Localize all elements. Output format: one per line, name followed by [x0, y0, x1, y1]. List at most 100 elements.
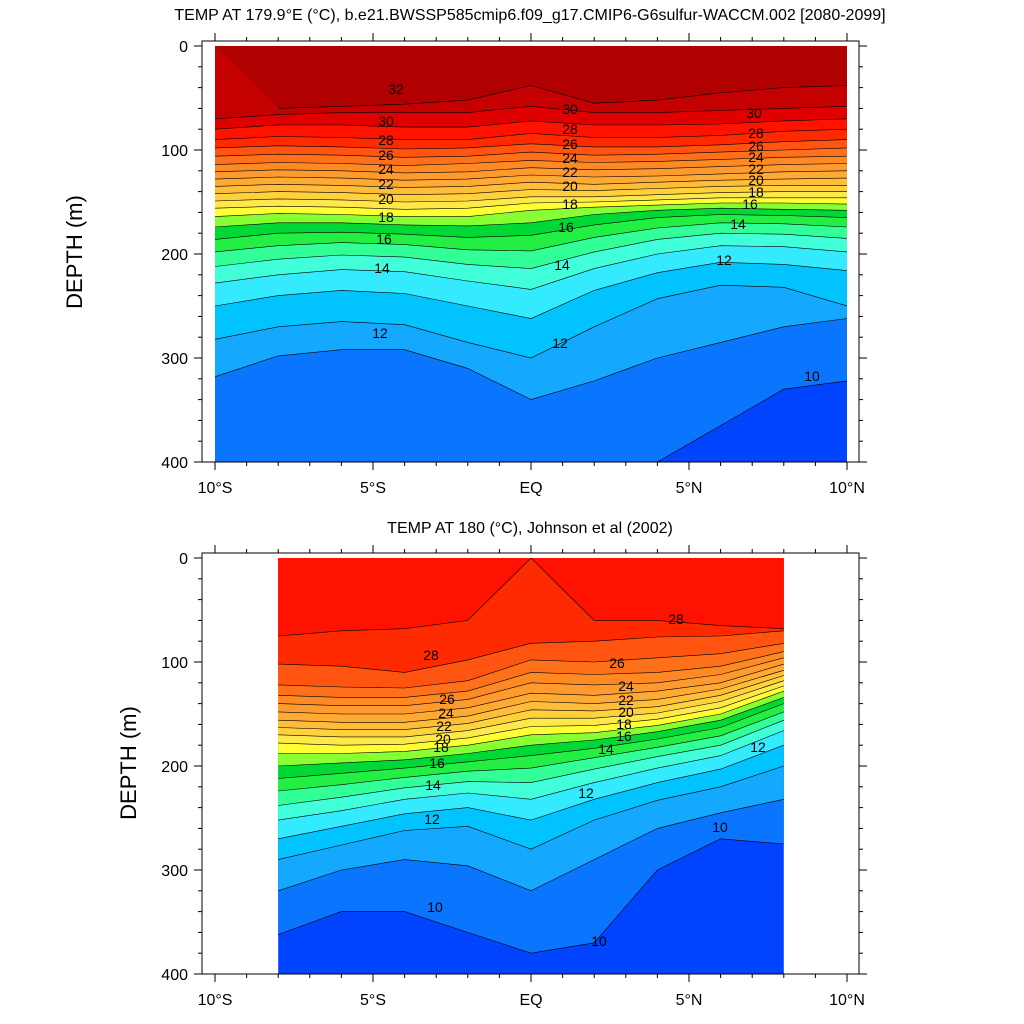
- isotherm-17: [215, 214, 847, 240]
- contour-label-26: 26: [439, 691, 455, 707]
- y-tick-label: 200: [161, 247, 188, 264]
- isotherm-10: [657, 380, 847, 462]
- isotherm-24: [215, 170, 847, 181]
- isotherm-28: [215, 139, 847, 150]
- contour-lines: [215, 85, 847, 462]
- x-tick-label: 5°S: [360, 992, 386, 1009]
- contour-label-24: 24: [378, 161, 394, 177]
- contour-label-26: 26: [609, 655, 625, 671]
- contour-label-16: 16: [616, 728, 632, 744]
- isotherm-11: [278, 799, 784, 892]
- contour-label-10: 10: [712, 819, 728, 835]
- contour-label-22: 22: [562, 164, 578, 180]
- contour-label-12: 12: [716, 252, 732, 268]
- x-tick-label: 10°S: [198, 992, 233, 1009]
- panel-observed: TEMP AT 180 (°C), Johnson et al (2002) 2…: [116, 520, 867, 1009]
- isotherm-31: [215, 105, 847, 120]
- contour-label-22: 22: [748, 161, 764, 177]
- contour-label-18: 18: [748, 184, 764, 200]
- isotherm-14: [215, 245, 847, 290]
- contour-label-16: 16: [558, 219, 574, 235]
- contour-label-28: 28: [748, 125, 764, 141]
- isotherm-27: [215, 147, 847, 158]
- contour-label-22: 22: [378, 176, 394, 192]
- panel-model: TEMP AT 179.9°E (°C), b.e21.BWSSP585cmip…: [62, 7, 886, 497]
- contour-label-10: 10: [427, 899, 443, 915]
- contour-lines: [278, 558, 784, 954]
- contour-label-26: 26: [748, 138, 764, 154]
- x-tick-label: 5°N: [676, 480, 703, 497]
- contour-fills: [278, 558, 784, 974]
- contour-label-32: 32: [388, 81, 404, 97]
- contour-label-10: 10: [804, 368, 820, 384]
- contour-label-28: 28: [668, 611, 684, 627]
- contour-label-14: 14: [425, 777, 441, 793]
- contour-label-18: 18: [616, 716, 632, 732]
- isotherm-26: [215, 155, 847, 166]
- contour-label-26: 26: [562, 136, 578, 152]
- isotherm-21: [215, 191, 847, 203]
- y-tick-label: 200: [161, 759, 188, 776]
- isotherm-13: [278, 744, 784, 840]
- contour-fills: [215, 46, 847, 462]
- isotherm-17: [278, 703, 784, 779]
- y-tick-label: 400: [161, 967, 188, 984]
- isotherm-18: [215, 207, 847, 228]
- contour-label-12: 12: [372, 325, 388, 341]
- y-axis-label: DEPTH (m): [116, 706, 141, 820]
- contour-label-14: 14: [554, 257, 570, 273]
- chart-title: TEMP AT 180 (°C), Johnson et al (2002): [387, 520, 673, 537]
- isotherm-25: [278, 657, 784, 706]
- y-tick-label: 300: [161, 351, 188, 368]
- contour-label-20: 20: [378, 191, 394, 207]
- contour-label-18: 18: [433, 739, 449, 755]
- isotherm-29: [215, 128, 847, 140]
- y-tick-label: 100: [161, 655, 188, 672]
- x-tick-label: 10°S: [198, 480, 233, 497]
- contour-label-30: 30: [746, 105, 762, 121]
- isotherm-15: [215, 232, 847, 269]
- isotherm-15: [278, 719, 784, 806]
- isotherm-24: [278, 663, 784, 715]
- isotherm-20: [215, 197, 847, 210]
- contour-label-24: 24: [562, 150, 578, 166]
- x-tick-label: 5°S: [360, 480, 386, 497]
- y-tick-label: 400: [161, 455, 188, 472]
- y-axis-label: DEPTH (m): [62, 195, 87, 309]
- isotherm-23: [278, 670, 784, 723]
- isotherm-13: [215, 261, 847, 319]
- isotherm-16: [215, 222, 847, 253]
- y-tick-label: 0: [179, 39, 188, 56]
- contour-label-20: 20: [435, 731, 451, 747]
- contour-label-30: 30: [378, 113, 394, 129]
- contour-label-10: 10: [591, 933, 607, 949]
- isotherm-26: [278, 651, 784, 698]
- x-tick-label: EQ: [519, 992, 542, 1009]
- contour-label-24: 24: [748, 149, 764, 165]
- isotherm-10: [278, 838, 784, 954]
- isotherm-32: [278, 85, 847, 109]
- contour-label-16: 16: [376, 231, 392, 247]
- isotherm-28: [278, 630, 784, 673]
- contour-label-12: 12: [424, 811, 440, 827]
- y-tick-label: 300: [161, 863, 188, 880]
- isotherm-23: [215, 177, 847, 188]
- isotherm-22: [278, 675, 784, 730]
- isotherm-29: [278, 558, 784, 637]
- isotherm-12: [215, 284, 847, 359]
- isotherm-21: [278, 680, 784, 738]
- contour-label-24: 24: [618, 678, 634, 694]
- y-tick-label: 100: [161, 143, 188, 160]
- isotherm-16: [278, 711, 784, 792]
- contour-label-12: 12: [552, 335, 568, 351]
- chart-title: TEMP AT 179.9°E (°C), b.e21.BWSSP585cmip…: [174, 7, 885, 24]
- contour-label-16: 16: [429, 755, 445, 771]
- contour-label-14: 14: [598, 741, 614, 757]
- contour-label-30: 30: [562, 101, 578, 117]
- contour-label-22: 22: [618, 692, 634, 708]
- isotherm-18: [278, 697, 784, 767]
- contour-label-16: 16: [742, 196, 758, 212]
- contour-label-18: 18: [378, 209, 394, 225]
- x-tick-label: 5°N: [676, 992, 703, 1009]
